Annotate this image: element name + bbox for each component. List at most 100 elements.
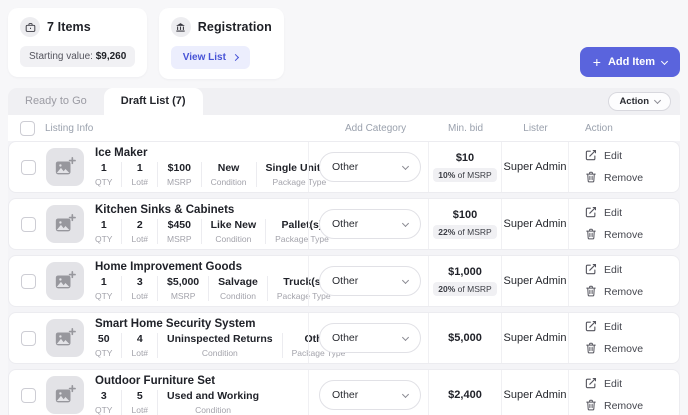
category-select[interactable]: Other: [319, 380, 421, 410]
stat-label: Condition: [215, 233, 252, 244]
min-bid-value: $5,000: [448, 332, 482, 344]
stat-condition: Used and Working Condition: [157, 390, 268, 415]
stat-value: New: [217, 162, 240, 175]
table-row: Home Improvement Goods 1 QTY 3 Lot# $5,000 MSR…: [8, 255, 680, 307]
row-actions-cell: Edit Remove: [568, 370, 679, 415]
summary-section: 7 Items Starting value: $9,260 Registrat…: [0, 0, 688, 79]
stat-label: Condition: [210, 176, 247, 187]
column-header-min-bid: Min. bid: [447, 122, 483, 134]
stat-lot-: 3 Lot#: [121, 276, 157, 301]
chevron-down-icon: [401, 219, 410, 227]
listing-title: Ice Maker: [95, 147, 148, 160]
edit-button[interactable]: Edit: [585, 149, 679, 164]
stat-value: 3: [136, 276, 143, 289]
listing-title: Smart Home Security System: [95, 318, 256, 331]
table-row: Ice Maker 1 QTY 1 Lot# $100 MSRP New Condition Si…: [8, 141, 680, 193]
stat-value: 2: [136, 219, 143, 232]
image-placeholder-icon[interactable]: [46, 205, 84, 243]
stat-label: Lot#: [131, 176, 149, 187]
stat-label: QTY: [95, 233, 113, 244]
category-select[interactable]: Other: [319, 323, 421, 353]
stat-label: Lot#: [131, 404, 149, 415]
remove-button[interactable]: Remove: [585, 285, 679, 300]
stat-value: 5: [136, 390, 143, 403]
min-bid-cell: $10 10% of MSRP: [428, 142, 501, 192]
select-all-checkbox[interactable]: [20, 120, 35, 136]
image-placeholder-icon[interactable]: [46, 376, 84, 414]
edit-label: Edit: [604, 207, 623, 219]
category-select[interactable]: Other: [319, 209, 421, 239]
edit-button[interactable]: Edit: [585, 320, 679, 335]
stat-lot-: 4 Lot#: [121, 333, 157, 358]
image-placeholder-icon[interactable]: [46, 148, 84, 186]
add-item-button[interactable]: + Add Item: [579, 47, 680, 77]
remove-label: Remove: [604, 286, 644, 298]
chevron-down-icon: [401, 276, 410, 284]
tab-ready-to-go[interactable]: Ready to Go: [25, 95, 87, 107]
stat-value: Single Unit(s): [265, 162, 334, 175]
stat-value: 1: [100, 276, 107, 289]
remove-button[interactable]: Remove: [585, 342, 679, 357]
min-bid-value: $10: [455, 152, 475, 164]
stat-label: Package Type: [276, 290, 331, 301]
chevron-down-icon: [401, 390, 410, 398]
column-header-add-category: Add Category: [345, 122, 407, 134]
remove-button[interactable]: Remove: [585, 171, 679, 186]
min-bid-cell: $1,000 20% of MSRP: [428, 256, 501, 306]
view-list-button[interactable]: View List: [170, 46, 250, 69]
category-cell: Other: [308, 370, 428, 415]
listing-info-cell: Ice Maker 1 QTY 1 Lot# $100 MSRP New Condition Si…: [9, 142, 333, 192]
table-header: Listing Info Add Category Min. bid Liste…: [8, 115, 680, 141]
remove-button[interactable]: Remove: [585, 399, 679, 414]
stat-label: Lot#: [131, 233, 149, 244]
action-dropdown-button[interactable]: Action: [608, 92, 671, 111]
listing-title: Outdoor Furniture Set: [95, 375, 216, 388]
items-count-title: 7 Items: [47, 20, 91, 34]
remove-button[interactable]: Remove: [585, 228, 679, 243]
stat-label: Condition: [195, 404, 231, 415]
edit-button[interactable]: Edit: [585, 263, 679, 278]
listing-title: Kitchen Sinks & Cabinets: [95, 204, 235, 217]
image-placeholder-icon[interactable]: [46, 262, 84, 300]
stat-label: Package Type: [272, 176, 327, 187]
min-bid-cell: $100 22% of MSRP: [428, 199, 501, 249]
remove-label: Remove: [604, 172, 644, 184]
listing-info: Kitchen Sinks & Cabinets 1 QTY 2 Lot# $450 MSR…: [95, 204, 338, 244]
category-select[interactable]: Other: [319, 152, 421, 182]
msrp-percent-badge: 20% of MSRP: [433, 282, 497, 296]
edit-button[interactable]: Edit: [585, 377, 679, 392]
min-bid-value: $1,000: [448, 266, 482, 278]
category-select-value: Other: [332, 332, 359, 344]
stat-label: Lot#: [131, 347, 149, 358]
tab-draft-list[interactable]: Draft List (7): [103, 88, 203, 115]
row-checkbox[interactable]: [21, 387, 36, 403]
row-actions-cell: Edit Remove: [568, 313, 679, 363]
edit-label: Edit: [604, 150, 623, 162]
category-select-value: Other: [332, 218, 359, 230]
row-checkbox[interactable]: [21, 273, 36, 289]
stat-qty: 1 QTY: [95, 162, 121, 186]
plus-icon: +: [592, 53, 601, 70]
msrp-percent-badge: 10% of MSRP: [433, 168, 497, 182]
stat-value: 4: [136, 333, 143, 346]
image-placeholder-icon[interactable]: [46, 319, 84, 357]
chevron-down-icon: [653, 96, 662, 105]
stat-package-type: Truck(s) Package Type: [266, 276, 340, 301]
stat-msrp: $100 MSRP: [157, 162, 201, 187]
stat-value: $450: [167, 219, 191, 232]
lister-cell: Super Admin: [501, 370, 568, 415]
category-select-value: Other: [332, 161, 359, 173]
min-bid-value: $2,400: [448, 389, 482, 401]
row-checkbox[interactable]: [21, 159, 36, 175]
edit-icon: [585, 206, 597, 221]
row-checkbox[interactable]: [21, 330, 36, 346]
min-bid-cell: $5,000: [428, 313, 501, 363]
category-select[interactable]: Other: [319, 266, 421, 296]
stat-label: QTY: [95, 347, 113, 358]
edit-button[interactable]: Edit: [585, 206, 679, 221]
registration-title: Registration: [197, 20, 272, 34]
row-checkbox[interactable]: [21, 216, 36, 232]
edit-label: Edit: [604, 378, 623, 390]
category-select-value: Other: [332, 389, 359, 401]
stat-label: Package Type: [275, 233, 329, 244]
